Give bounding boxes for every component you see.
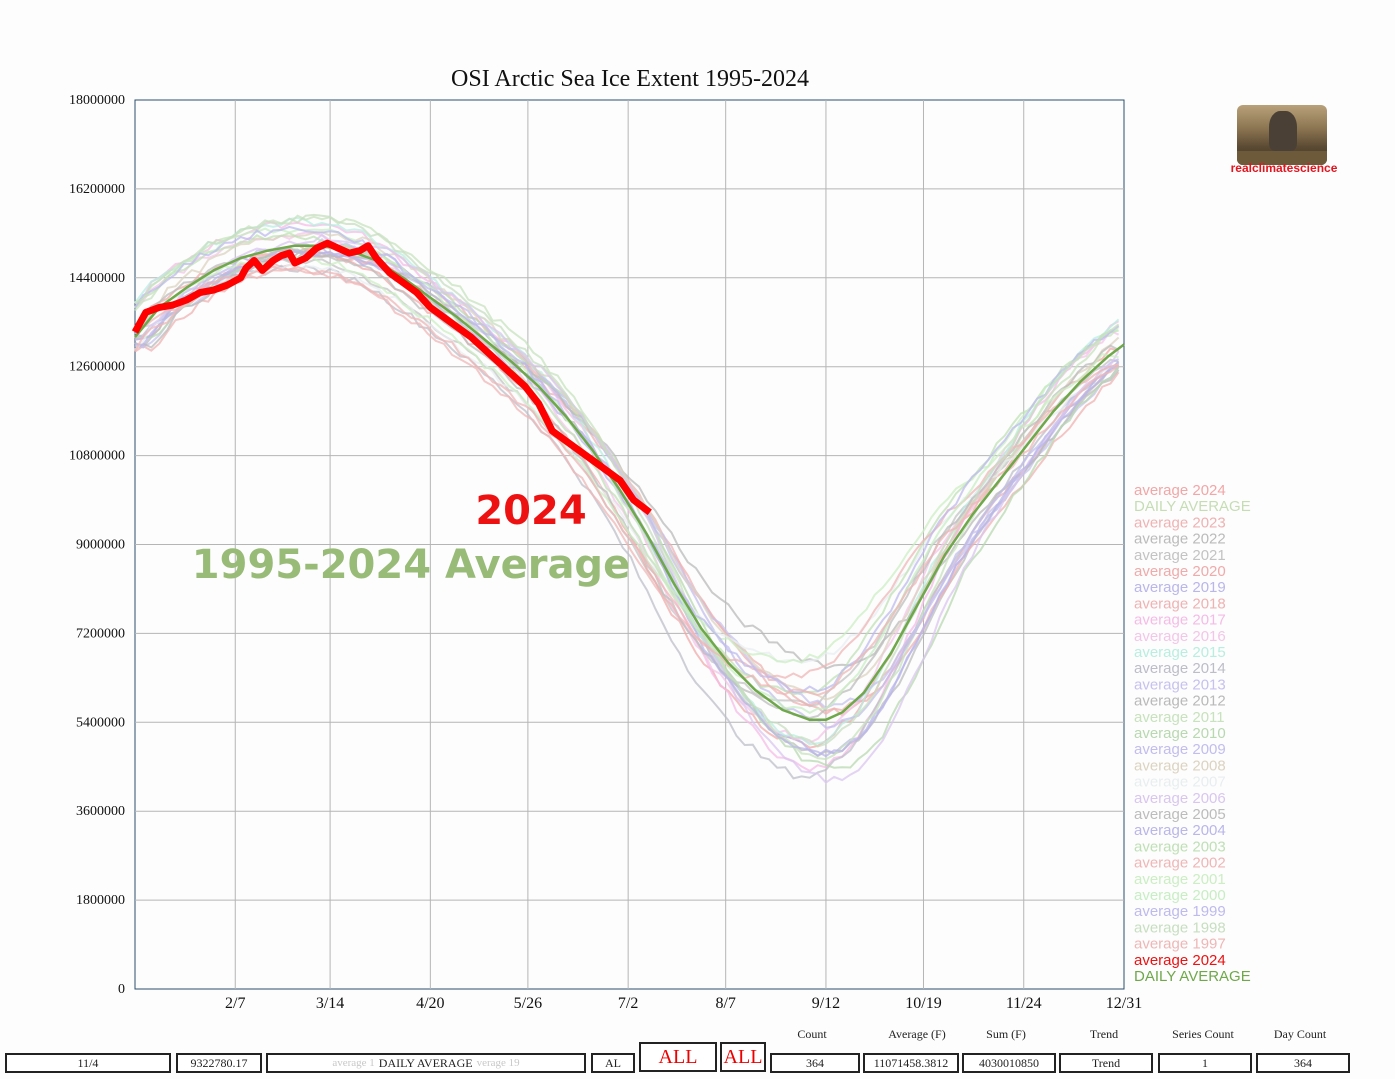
legend-highlight-entry[interactable]: DAILY AVERAGE (1134, 968, 1251, 985)
x-tick-label: 8/7 (715, 995, 735, 1012)
year-series-line (134, 254, 1119, 664)
legend-entry[interactable]: average 2023 (1134, 514, 1226, 531)
x-tick-label: 7/2 (618, 995, 638, 1012)
y-tick-label: 0 (118, 982, 125, 997)
legend-entry[interactable]: average 2021 (1134, 547, 1226, 564)
sum-field[interactable]: 4030010850 (962, 1053, 1056, 1073)
y-tick-label: 14400000 (69, 271, 125, 286)
x-tick-label: 9/12 (812, 995, 840, 1012)
series-select-value: DAILY AVERAGE (378, 1055, 473, 1070)
brand-label[interactable]: realclimatescience (1230, 161, 1338, 175)
trend-label: Trend (1089, 1027, 1119, 1041)
x-axis: 2/7 3/14 4/20 5/26 7/2 8/7 9/12 10/19 11/24 12/31 (225, 995, 1142, 1012)
legend-entry[interactable]: average 2015 (1134, 644, 1226, 661)
trend-field[interactable]: Trend (1059, 1053, 1153, 1073)
brand-avatar[interactable] (1237, 105, 1327, 165)
y-tick-label: 16200000 (69, 182, 125, 197)
y-tick-label: 10800000 (69, 449, 125, 464)
legend-entry[interactable]: average 2003 (1134, 838, 1226, 855)
series-line-daily-average (134, 244, 1125, 722)
x-tick-label: 12/31 (1106, 995, 1142, 1012)
legend-entry[interactable]: average 2017 (1134, 612, 1226, 629)
legend-entry[interactable]: average 2005 (1134, 806, 1226, 823)
all-button-2[interactable]: ALL (720, 1042, 766, 1072)
series-lines (131, 239, 1125, 722)
y-tick-label: 12600000 (69, 360, 125, 375)
legend-entry[interactable]: average 2010 (1134, 725, 1226, 742)
year-series-line (134, 250, 1120, 670)
legend-entry[interactable]: average 2008 (1134, 757, 1226, 774)
year-series-line (134, 268, 1120, 696)
series-count-label: Series Count (1172, 1027, 1234, 1041)
all-button-1[interactable]: ALL (639, 1042, 717, 1072)
series-count-field[interactable]: 1 (1158, 1053, 1252, 1073)
value-field[interactable]: 9322780.17 (176, 1053, 262, 1073)
legend-entry[interactable]: average 1999 (1134, 903, 1226, 920)
year-2024-annotation: 2024 (475, 488, 586, 534)
count-label: Count (797, 1027, 827, 1041)
x-tick-label: 10/19 (905, 995, 941, 1012)
legend-entry[interactable]: average 2007 (1134, 774, 1226, 791)
year-series-line (134, 231, 1120, 701)
legend-entry[interactable]: average 2006 (1134, 790, 1226, 807)
legend-entry[interactable]: average 2022 (1134, 531, 1226, 548)
y-axis: 1800000016200000144000001260000010800000… (69, 93, 125, 997)
legend-entry[interactable]: DAILY AVERAGE (1134, 498, 1251, 515)
legend-entry[interactable]: average 2014 (1134, 660, 1226, 677)
x-tick-label: 2/7 (225, 995, 245, 1012)
legend-entry[interactable]: average 2004 (1134, 822, 1226, 839)
count-field[interactable]: 364 (770, 1053, 860, 1073)
dog-icon (1269, 111, 1297, 151)
al-field[interactable]: AL (591, 1053, 635, 1073)
series-ghost-right: verage 19 (476, 1057, 520, 1069)
legend-entry[interactable]: average 2012 (1134, 693, 1226, 710)
x-tick-label: 11/24 (1006, 995, 1042, 1012)
chart-title: OSI Arctic Sea Ice Extent 1995-2024 (451, 66, 809, 92)
average-annotation: 1995-2024 Average (192, 542, 630, 588)
year-series-line (134, 250, 1119, 758)
series-line-2024 (131, 239, 652, 516)
x-tick-label: 4/20 (416, 995, 444, 1012)
y-tick-label: 3600000 (76, 804, 125, 819)
series-ghost-left: average 1 (332, 1057, 375, 1069)
legend-entry[interactable]: average 2011 (1134, 709, 1225, 726)
legend-entry[interactable]: average 2002 (1134, 855, 1226, 872)
x-tick-label: 3/14 (316, 995, 344, 1012)
average-field[interactable]: 11071458.3812 (863, 1053, 959, 1073)
legend-entry[interactable]: average 2018 (1134, 595, 1226, 612)
y-tick-label: 9000000 (76, 538, 125, 553)
y-tick-label: 5400000 (76, 715, 125, 730)
legend-entry[interactable]: average 2013 (1134, 676, 1226, 693)
day-count-label: Day Count (1273, 1027, 1327, 1041)
day-count-field[interactable]: 364 (1256, 1053, 1350, 1073)
legend-entry[interactable]: average 2001 (1134, 871, 1226, 888)
legend-entry[interactable]: average 2019 (1134, 579, 1226, 596)
legend-entry[interactable]: average 2016 (1134, 628, 1226, 645)
footer-controls: Count Average (F) Sum (F) Trend Series C… (0, 1022, 1395, 1079)
legend-entry[interactable]: average 1998 (1134, 919, 1226, 936)
sum-label: Sum (F) (986, 1027, 1026, 1041)
y-tick-label: 7200000 (76, 626, 125, 641)
legend-entry[interactable]: average 1997 (1134, 936, 1226, 953)
year-series-line (134, 265, 1119, 679)
gridlines (135, 100, 1124, 989)
y-tick-label: 18000000 (69, 93, 125, 108)
legend-entry[interactable]: average 2020 (1134, 563, 1226, 580)
legend-entry[interactable]: average 2024 (1134, 482, 1226, 499)
date-field[interactable]: 11/4 (5, 1053, 171, 1073)
sea-ice-chart: OSI Arctic Sea Ice Extent 1995-2024 1800… (69, 66, 1251, 1012)
y-tick-label: 1800000 (76, 893, 125, 908)
legend-entry[interactable]: average 2000 (1134, 887, 1226, 904)
year-series-line (134, 232, 1119, 696)
year-series-line (134, 233, 1120, 784)
legend-highlight-entry[interactable]: average 2024 (1134, 952, 1226, 969)
x-tick-label: 5/26 (514, 995, 542, 1012)
average-label: Average (F) (888, 1027, 946, 1041)
series-select[interactable]: average 1 DAILY AVERAGE verage 19 (266, 1053, 586, 1073)
legend-entry[interactable]: average 2009 (1134, 741, 1226, 758)
